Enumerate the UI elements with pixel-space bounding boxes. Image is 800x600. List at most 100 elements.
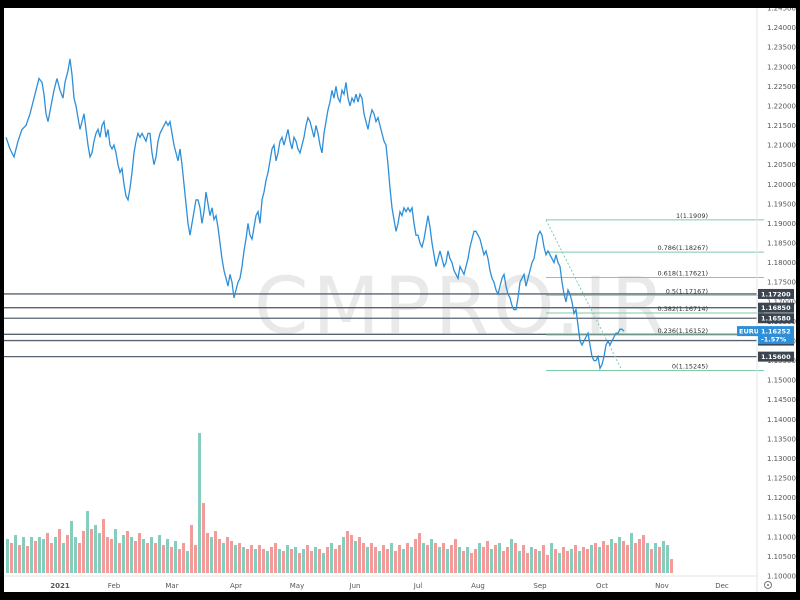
volume-bar — [394, 551, 397, 573]
price-chart[interactable]: CMPRO.IR 1(1.1909) 0.786(1.18267) 0.618(1.… — [4, 8, 796, 592]
fib-trendline — [545, 219, 623, 371]
y-tick-label: 1.22000 — [767, 102, 796, 110]
x-tick-label: 2021 — [50, 582, 70, 590]
volume-bar — [450, 545, 453, 573]
volume-bar — [194, 545, 197, 573]
volume-bar — [142, 539, 145, 573]
volume-bar — [186, 551, 189, 573]
y-tick-label: 1.12500 — [767, 475, 796, 483]
volume-bar — [46, 533, 49, 573]
y-tick-label: 1.14500 — [767, 396, 796, 404]
volume-bar — [146, 543, 149, 573]
volume-bar — [614, 543, 617, 573]
last-price-label: 1.16252 — [761, 328, 791, 336]
time-axis: 2021 Feb Mar Apr May Jun Jul Aug Sep Oct Nov Dec — [50, 582, 729, 590]
volume-bar — [22, 537, 25, 573]
x-tick-label: May — [290, 582, 304, 590]
volume-bar — [610, 539, 613, 573]
volume-bar — [58, 529, 61, 573]
volume-bar — [462, 551, 465, 573]
y-tick-label: 1.12000 — [767, 494, 796, 502]
volume-bar — [182, 543, 185, 573]
y-tick-label: 1.24000 — [767, 24, 796, 32]
volume-bar — [70, 521, 73, 573]
y-tick-label: 1.23500 — [767, 44, 796, 52]
y-tick-label: 1.11000 — [767, 533, 796, 541]
price-line — [5, 58, 625, 371]
volume-bar — [470, 553, 473, 573]
level-badge-label: 1.16850 — [761, 304, 791, 312]
volume-bar — [206, 533, 209, 573]
volume-bar — [390, 543, 393, 573]
volume-bar — [370, 543, 373, 573]
volume-bar — [570, 549, 573, 573]
volume-bar — [238, 543, 241, 573]
fib-level-label: 0.382(1.16714) — [657, 305, 708, 313]
volume-bar — [242, 547, 245, 573]
horizontal-levels — [4, 293, 757, 358]
volume-bar — [658, 547, 661, 573]
volume-bar — [406, 543, 409, 573]
volume-bar — [310, 551, 313, 573]
volume-bar — [106, 537, 109, 573]
level-badge — [758, 302, 794, 313]
y-tick-label: 1.14000 — [767, 416, 796, 424]
y-tick-label: 1.24500 — [767, 8, 796, 13]
volume-bar — [262, 549, 265, 573]
y-tick-label: 1.17000 — [767, 298, 796, 306]
volume-bar — [226, 537, 229, 573]
y-tick-label: 1.11500 — [767, 514, 796, 522]
x-tick-label: Nov — [655, 582, 669, 590]
x-tick-label: Aug — [471, 582, 485, 590]
volume-bar — [298, 553, 301, 573]
y-tick-label: 1.19000 — [767, 220, 796, 228]
fib-level-label: 1(1.1909) — [676, 212, 708, 220]
volume-bar — [342, 537, 345, 573]
volume-bar — [110, 539, 113, 573]
volume-bar — [518, 551, 521, 573]
volume-bar — [354, 541, 357, 573]
volume-bar — [526, 553, 529, 573]
fib-level-label: 0.618(1.17621) — [657, 269, 708, 277]
volume-bar — [606, 545, 609, 573]
volume-bar — [318, 549, 321, 573]
settings-icon[interactable] — [764, 581, 772, 589]
y-tick-label: 1.10000 — [767, 573, 796, 581]
volume-bar — [82, 531, 85, 573]
y-tick-label: 1.17500 — [767, 279, 796, 287]
volume-bar — [74, 537, 77, 573]
volume-bar — [494, 545, 497, 573]
volume-bar — [258, 545, 261, 573]
y-tick-label: 1.20500 — [767, 161, 796, 169]
volume-bar — [386, 549, 389, 573]
volume-bar — [378, 551, 381, 573]
volume-bar — [422, 543, 425, 573]
volume-bar — [154, 543, 157, 573]
volume-bar — [530, 547, 533, 573]
x-tick-label: Feb — [108, 582, 121, 590]
volume-bar — [130, 537, 133, 573]
level-badge-label: 1.17200 — [761, 290, 791, 298]
volume-bar — [322, 553, 325, 573]
volume-bar — [282, 551, 285, 573]
volume-bar — [358, 537, 361, 573]
volume-bar — [50, 543, 53, 573]
volume-bar — [294, 547, 297, 573]
last-price-badge — [758, 326, 794, 345]
y-tick-label: 1.15000 — [767, 377, 796, 385]
volume-bar — [178, 549, 181, 573]
volume-bar — [34, 541, 37, 573]
level-badge-label: 1.16580 — [761, 315, 791, 323]
volume-bar — [602, 541, 605, 573]
volume-bar — [198, 433, 201, 573]
volume-bar — [270, 547, 273, 573]
x-tick-label: Apr — [230, 582, 242, 590]
y-tick-label: 1.21500 — [767, 122, 796, 130]
volume-bar — [482, 547, 485, 573]
volume-bar — [398, 545, 401, 573]
volume-bar — [478, 543, 481, 573]
volume-bar — [434, 543, 437, 573]
volume-bar — [170, 547, 173, 573]
volume-bar — [626, 545, 629, 573]
volume-bar — [274, 543, 277, 573]
